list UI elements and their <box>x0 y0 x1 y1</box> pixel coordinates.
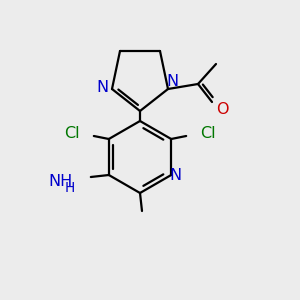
Text: O: O <box>216 103 228 118</box>
Text: Cl: Cl <box>64 125 80 140</box>
Text: N: N <box>96 80 108 94</box>
Text: N: N <box>166 74 178 88</box>
Text: Cl: Cl <box>200 125 216 140</box>
Text: N: N <box>169 167 181 182</box>
Text: H: H <box>65 181 75 195</box>
Text: NH: NH <box>49 173 73 188</box>
